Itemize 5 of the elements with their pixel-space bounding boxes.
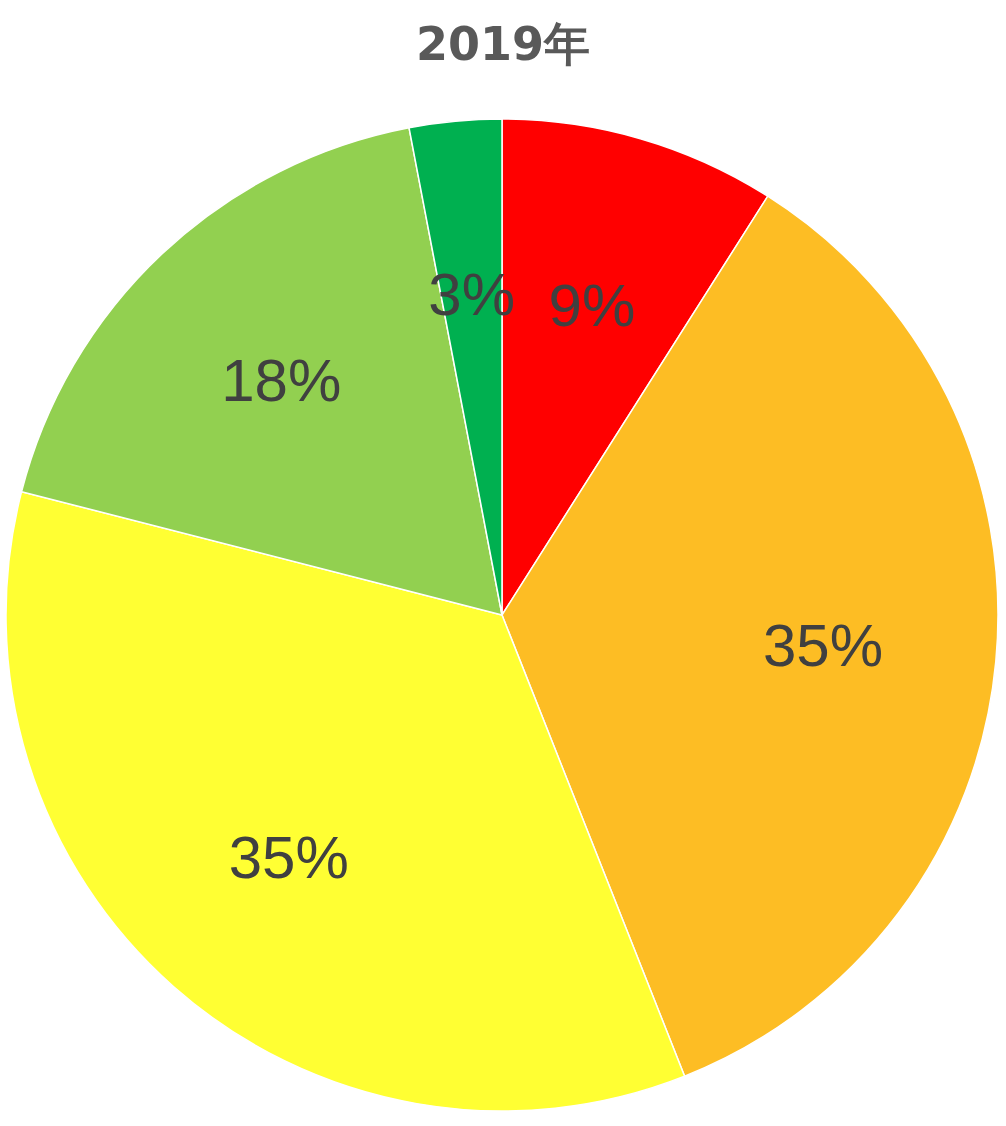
data-label: 35% xyxy=(762,612,884,680)
data-label: 35% xyxy=(228,823,349,891)
data-label: 18% xyxy=(221,346,342,414)
data-label: 9% xyxy=(548,272,636,340)
chart-title: 2019年 xyxy=(415,17,591,71)
